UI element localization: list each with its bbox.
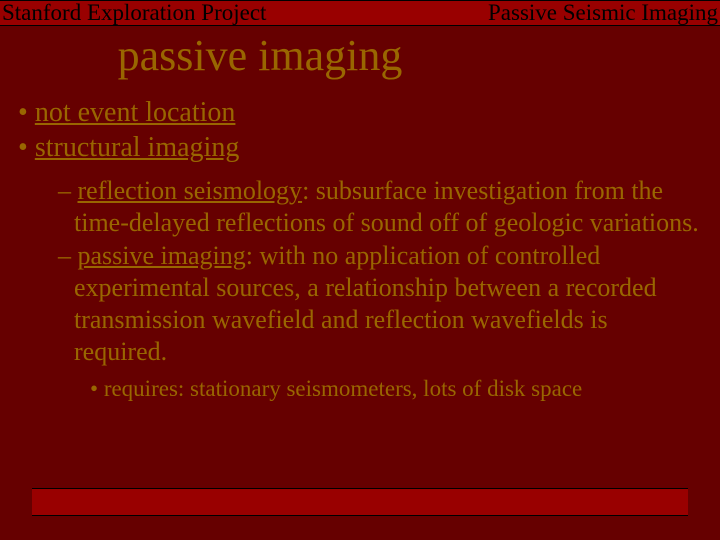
header-bar: Stanford Exploration Project Passive Sei… bbox=[0, 0, 720, 26]
slide-title: passive imaging bbox=[0, 30, 720, 81]
content-area: not event location structural imaging re… bbox=[0, 95, 720, 404]
header-right: Passive Seismic Imaging bbox=[488, 0, 718, 26]
bullet-term: structural imaging bbox=[35, 132, 240, 163]
list-item: structural imaging reflection seismology… bbox=[18, 130, 702, 404]
bullet-list-level1: not event location structural imaging re… bbox=[18, 95, 702, 404]
header-left: Stanford Exploration Project bbox=[2, 0, 266, 26]
list-item: reflection seismology: subsurface invest… bbox=[58, 175, 702, 238]
list-item: not event location bbox=[18, 95, 702, 130]
bullet-underlined: reflection seismology bbox=[78, 176, 303, 205]
footer-bar bbox=[32, 488, 688, 516]
bullet-list-level3: requires: stationary seismometers, lots … bbox=[106, 375, 702, 404]
bullet-list-level2: reflection seismology: subsurface invest… bbox=[58, 175, 702, 404]
bullet-text: requires: stationary seismometers, lots … bbox=[104, 376, 582, 401]
bullet-term: not event location bbox=[35, 97, 236, 128]
bullet-underlined: passive imaging bbox=[78, 241, 246, 270]
list-item: requires: stationary seismometers, lots … bbox=[106, 375, 702, 404]
list-item: passive imaging: with no application of … bbox=[58, 240, 702, 404]
